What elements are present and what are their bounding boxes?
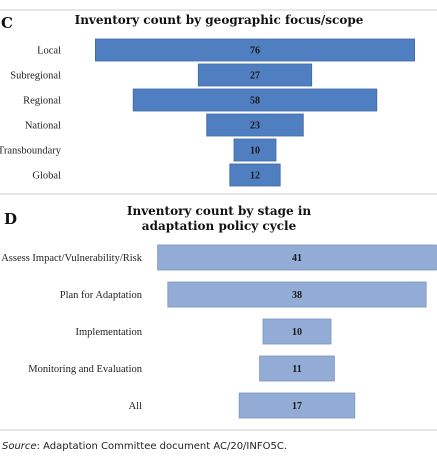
bar-local xyxy=(95,38,416,62)
bar-plan-for-adaptation xyxy=(167,281,427,308)
category-label-regional: Regional xyxy=(23,96,61,107)
category-label-subregional: Subregional xyxy=(10,71,61,82)
category-label-national: National xyxy=(25,121,61,132)
value-label-monitoring-and-evaluation: 11 xyxy=(292,364,301,375)
category-label-all: All xyxy=(129,401,143,412)
panel-d: D Inventory count by stage in adaptation… xyxy=(0,204,437,431)
bar-national xyxy=(206,113,304,137)
panel-c-bars: 76 Local 27 Subregional 58 Regional 23 National… xyxy=(0,38,416,187)
category-label-global: Global xyxy=(32,171,61,182)
source-text: : Adaptation Committee document AC/20/IN… xyxy=(36,441,288,452)
value-label-transboundary: 10 xyxy=(250,146,260,157)
bar-subregional xyxy=(197,63,313,87)
category-label-assess-impact-vulnerability-risk: Assess Impact/Vulnerability/Risk xyxy=(1,253,143,264)
value-label-global: 12 xyxy=(250,171,260,182)
panel-d-title-line-1: Inventory count by stage in xyxy=(127,204,312,218)
bar-implementation xyxy=(262,318,332,345)
category-label-implementation: Implementation xyxy=(76,327,143,338)
value-label-all: 17 xyxy=(292,401,302,412)
bar-all xyxy=(238,392,356,419)
panel-d-bars: 41 Assess Impact/Vulnerability/Risk 38 Plan… xyxy=(1,244,437,419)
bar-global xyxy=(229,163,281,187)
value-label-subregional: 27 xyxy=(250,71,260,82)
value-label-implementation: 10 xyxy=(292,327,302,338)
source-label: Source xyxy=(2,441,37,452)
bar-monitoring-and-evaluation xyxy=(259,355,335,382)
category-label-transboundary: Transboundary xyxy=(0,146,62,157)
funnel-charts: C Inventory count by geographic focus/sc… xyxy=(0,9,437,431)
category-label-monitoring-and-evaluation: Monitoring and Evaluation xyxy=(28,364,142,375)
bar-transboundary xyxy=(233,138,277,162)
value-label-plan-for-adaptation: 38 xyxy=(292,290,302,301)
panel-c: C Inventory count by geographic focus/sc… xyxy=(0,9,437,195)
source-note: Source: Adaptation Committee document AC… xyxy=(2,441,287,452)
panel-c-title: Inventory count by geographic focus/scop… xyxy=(75,13,364,27)
category-label-local: Local xyxy=(37,46,61,57)
category-label-plan-for-adaptation: Plan for Adaptation xyxy=(60,290,143,301)
bar-regional xyxy=(132,88,378,112)
panel-d-title-line-2: adaptation policy cycle xyxy=(142,219,297,233)
value-label-assess-impact-vulnerability-risk: 41 xyxy=(292,253,302,264)
panel-d-letter: D xyxy=(4,210,17,228)
value-label-local: 76 xyxy=(250,46,260,57)
value-label-regional: 58 xyxy=(250,96,260,107)
value-label-national: 23 xyxy=(250,121,260,132)
bar-assess-impact-vulnerability-risk xyxy=(157,244,437,271)
panel-c-letter: C xyxy=(1,14,13,32)
